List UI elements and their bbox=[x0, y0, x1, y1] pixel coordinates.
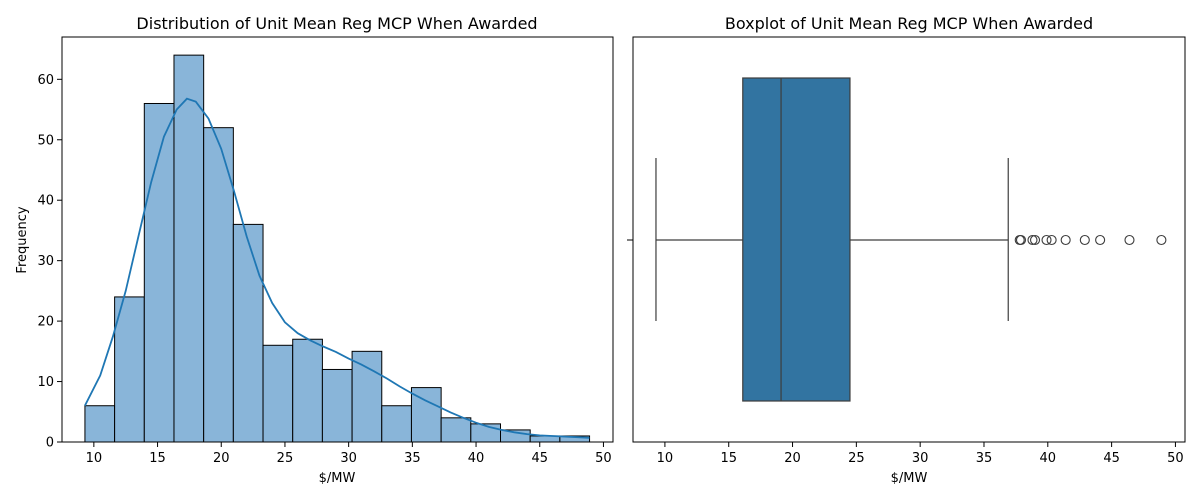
histogram-x-tick-label: 15 bbox=[149, 451, 166, 466]
histogram-y-tick-label: 40 bbox=[37, 194, 54, 209]
boxplot-outlier bbox=[1046, 234, 1057, 246]
boxplot-title: Boxplot of Unit Mean Reg MCP When Awarde… bbox=[725, 14, 1093, 33]
histogram-x-tick-label: 20 bbox=[213, 451, 230, 466]
histogram-x-tick-label: 45 bbox=[531, 451, 548, 466]
histogram-y-tick-label: 50 bbox=[37, 133, 54, 148]
boxplot-x-ticks: 10 15 20 25 30 35 40 45 50 bbox=[657, 442, 1184, 466]
histogram-bar bbox=[351, 350, 383, 443]
histogram-y-ticks: 0 10 20 30 40 50 60 bbox=[37, 73, 62, 451]
boxplot-elements bbox=[655, 77, 1167, 402]
boxplot-x-tick-label: 25 bbox=[848, 451, 865, 466]
boxplot-outlier bbox=[1060, 234, 1071, 246]
boxplot-x-tick-label: 15 bbox=[720, 451, 737, 466]
boxplot-outlier bbox=[1027, 234, 1038, 246]
histogram-y-tick-label: 0 bbox=[46, 436, 54, 451]
boxplot-outlier bbox=[1124, 234, 1135, 246]
histogram-x-ticks: 10 15 20 25 30 35 40 45 50 bbox=[86, 442, 612, 466]
boxplot-outlier bbox=[1156, 234, 1167, 246]
histogram-x-tick-label: 10 bbox=[86, 451, 103, 466]
histogram-x-tick-label: 40 bbox=[468, 451, 485, 466]
histogram-y-tick-label: 60 bbox=[37, 73, 54, 88]
histogram-bars bbox=[84, 54, 591, 443]
histogram-bar bbox=[440, 417, 472, 443]
histogram-bar bbox=[114, 296, 145, 443]
histogram-x-tick-label: 25 bbox=[277, 451, 294, 466]
boxplot-x-tick-label: 40 bbox=[1040, 451, 1057, 466]
boxplot-panel: Boxplot of Unit Mean Reg MCP When Awarde… bbox=[627, 14, 1186, 486]
histogram-y-tick-label: 30 bbox=[37, 254, 54, 269]
histogram-x-tick-label: 30 bbox=[340, 451, 357, 466]
histogram-x-axis-label: $/MW bbox=[319, 471, 356, 486]
histogram-x-tick-label: 50 bbox=[595, 451, 612, 466]
histogram-bar bbox=[292, 338, 323, 443]
boxplot-x-axis-label: $/MW bbox=[891, 471, 928, 486]
boxplot-x-tick-label: 10 bbox=[657, 451, 674, 466]
histogram-panel: Distribution of Unit Mean Reg MCP When A… bbox=[15, 14, 614, 486]
boxplot-outlier bbox=[1095, 234, 1106, 246]
histogram-bar bbox=[84, 405, 116, 443]
histogram-bar bbox=[321, 368, 353, 443]
histogram-bar bbox=[262, 344, 294, 443]
kde-curve bbox=[84, 97, 590, 439]
boxplot-x-tick-label: 30 bbox=[912, 451, 929, 466]
boxplot-outlier bbox=[1041, 234, 1052, 246]
boxplot-outlier bbox=[1015, 234, 1027, 246]
boxplot-x-tick-label: 50 bbox=[1167, 451, 1184, 466]
histogram-plot-frame bbox=[61, 36, 614, 443]
histogram-y-tick-label: 10 bbox=[37, 375, 54, 390]
histogram-bar bbox=[173, 54, 205, 443]
boxplot-x-tick-label: 45 bbox=[1103, 451, 1120, 466]
histogram-y-axis-label: Frequency bbox=[15, 206, 30, 273]
histogram-x-tick-label: 35 bbox=[404, 451, 421, 466]
boxplot-box bbox=[742, 77, 851, 402]
boxplot-x-tick-label: 35 bbox=[976, 451, 993, 466]
boxplot-outlier bbox=[1079, 234, 1090, 246]
histogram-bar bbox=[232, 223, 264, 443]
histogram-y-tick-label: 20 bbox=[37, 315, 54, 330]
histogram-bar bbox=[143, 102, 175, 443]
boxplot-outlier bbox=[1029, 234, 1041, 246]
boxplot-x-tick-label: 20 bbox=[784, 451, 801, 466]
histogram-bar bbox=[381, 405, 412, 443]
histogram-bar bbox=[203, 127, 234, 443]
histogram-title: Distribution of Unit Mean Reg MCP When A… bbox=[136, 14, 537, 33]
